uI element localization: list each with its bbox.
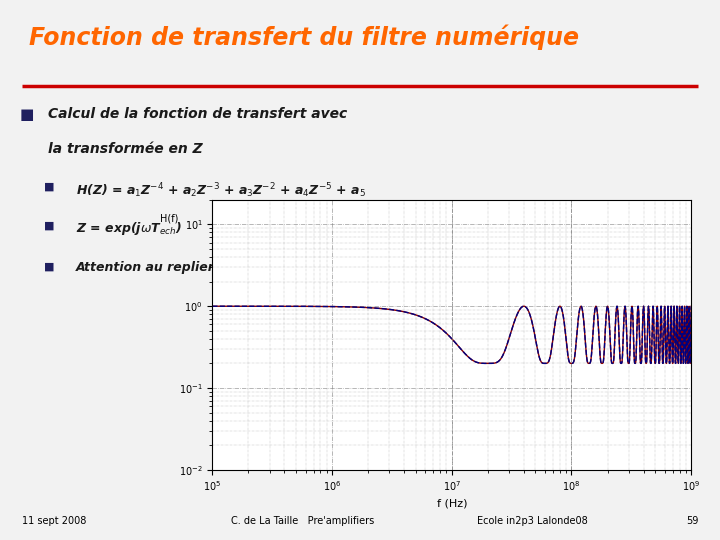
Text: ■: ■	[43, 261, 54, 272]
Text: H(Z) = a$_1$Z$^{-4}$ + a$_2$Z$^{-3}$ + a$_3$Z$^{-2}$ + a$_4$Z$^{-5}$ + a$_5$: H(Z) = a$_1$Z$^{-4}$ + a$_2$Z$^{-3}$ + a…	[76, 181, 366, 200]
Text: 11 sept 2008: 11 sept 2008	[22, 516, 86, 526]
Text: Calcul de la fonction de transfert avec: Calcul de la fonction de transfert avec	[48, 107, 347, 122]
Text: la transformée en Z: la transformée en Z	[48, 143, 202, 157]
Text: ■: ■	[43, 220, 54, 231]
Text: Fonction de transfert du filtre numérique: Fonction de transfert du filtre numériqu…	[29, 24, 579, 50]
Text: 59: 59	[686, 516, 698, 526]
Text: Attention au repliement: Attention au repliement	[76, 261, 245, 274]
Text: ■: ■	[43, 181, 54, 191]
Text: H(f): H(f)	[160, 213, 179, 224]
X-axis label: f (Hz): f (Hz)	[436, 499, 467, 509]
Text: ■: ■	[19, 107, 34, 123]
Text: Ecole in2p3 Lalonde08: Ecole in2p3 Lalonde08	[477, 516, 588, 526]
Text: Z = exp(j$\omega$T$_{ech}$)        (T$_{ech}$ = 25 ns): Z = exp(j$\omega$T$_{ech}$) (T$_{ech}$ =…	[76, 220, 310, 237]
Text: C. de La Taille   Pre'amplifiers: C. de La Taille Pre'amplifiers	[231, 516, 374, 526]
